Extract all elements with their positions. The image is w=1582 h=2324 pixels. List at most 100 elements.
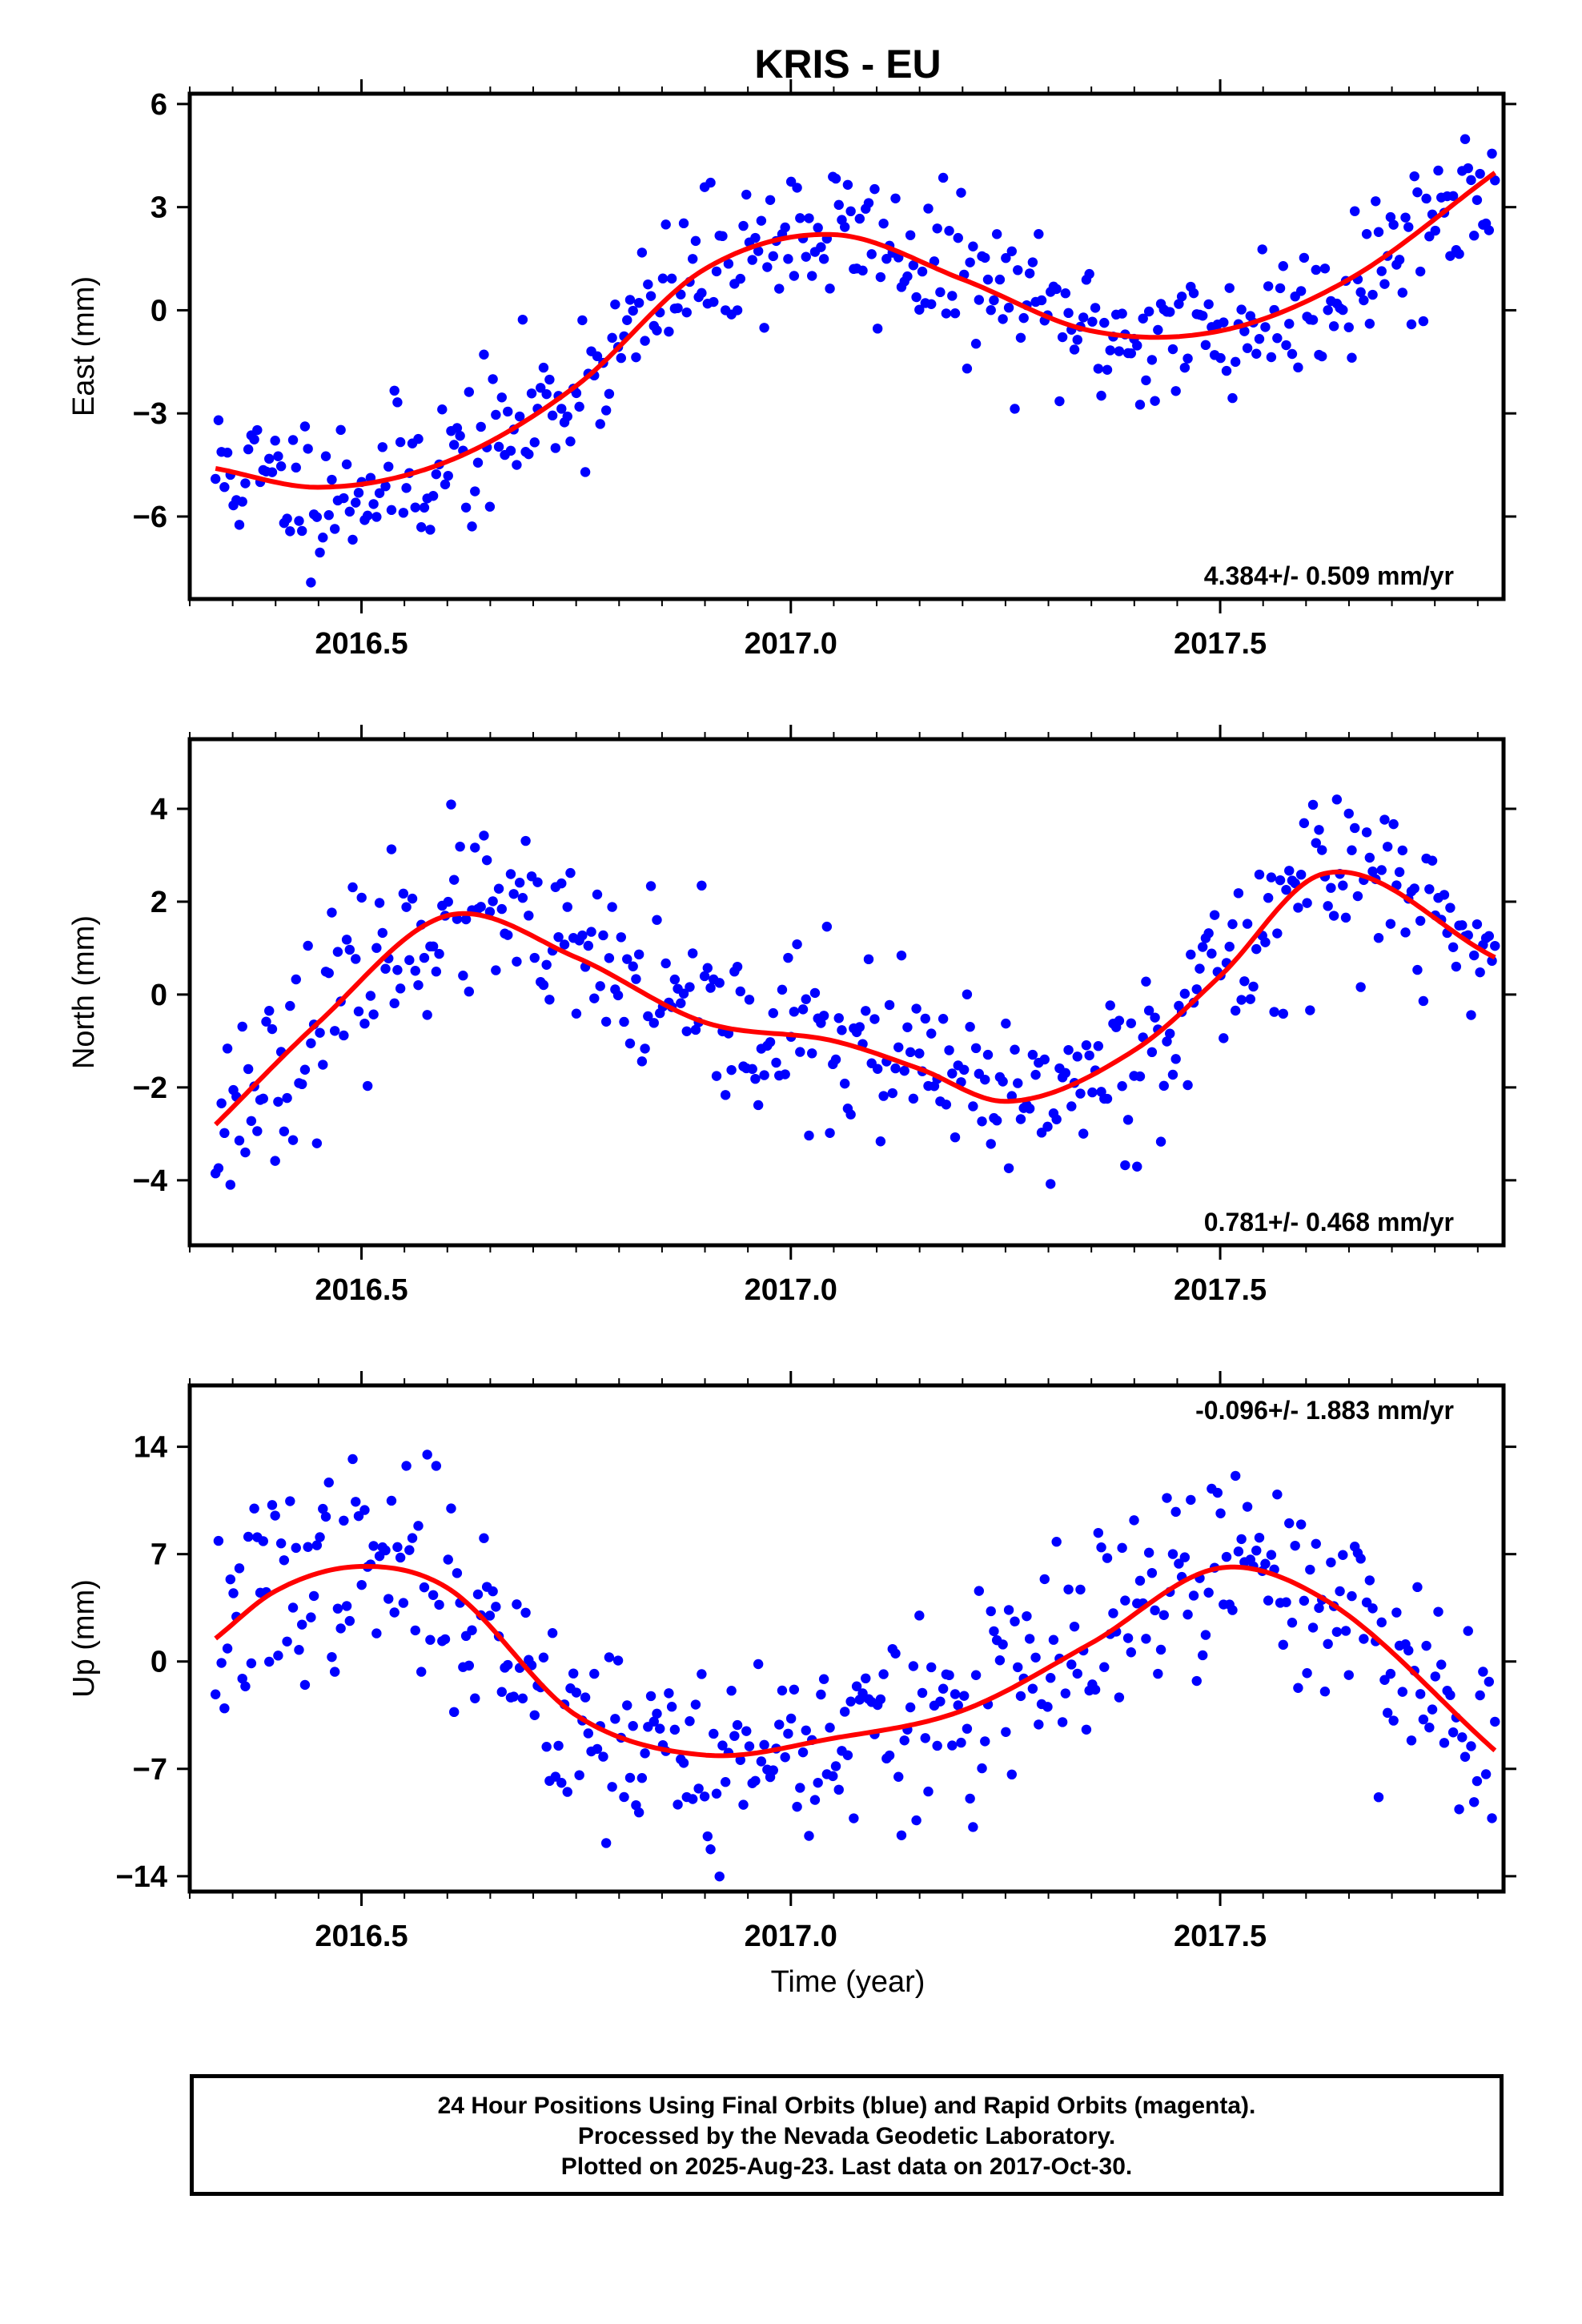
data-point [804,1130,814,1141]
data-point [1010,1044,1020,1055]
data-point [329,1667,340,1677]
data-point [991,229,1002,239]
data-point [1388,1715,1399,1726]
data-point [419,1582,430,1593]
data-point [1051,283,1062,295]
data-point [1114,1015,1125,1026]
data-point [1219,317,1229,328]
data-point [896,1830,907,1840]
data-point [1155,1136,1166,1147]
data-point [571,1008,582,1019]
data-point [714,1871,725,1882]
data-point [1117,1542,1127,1554]
data-point [1349,206,1360,216]
data-point [652,915,662,925]
data-point [398,888,409,899]
data-point [804,213,814,223]
data-point [428,941,439,952]
data-point [830,1761,841,1771]
data-point [413,1521,424,1531]
data-point [392,965,403,975]
y-tick-label: −6 [133,501,167,534]
data-point [1409,883,1419,894]
data-point [1397,287,1407,298]
data-point [446,1503,456,1514]
data-point [1424,1722,1435,1733]
data-point [688,948,698,959]
data-point [222,1643,233,1654]
data-point [756,1756,767,1767]
data-point [681,1026,692,1036]
data-point [1376,266,1387,276]
data-point [622,315,632,325]
data-point [690,235,701,247]
data-point [795,1783,805,1793]
data-point [1051,1536,1062,1547]
data-point [1412,187,1423,198]
data-point [240,478,251,489]
data-point [702,1831,713,1842]
data-point [792,1801,802,1812]
data-point [664,326,674,337]
data-point [285,1000,295,1011]
data-point [624,1038,636,1049]
data-point [491,409,501,420]
data-point [1230,1470,1241,1482]
data-point [1364,1575,1375,1586]
data-point [210,1689,221,1699]
data-point [666,273,677,284]
data-point [297,525,307,537]
data-point [1445,1690,1456,1700]
y-tick-label: −4 [133,1164,167,1198]
data-point [792,939,802,950]
y-tick-label: 2 [151,886,167,919]
data-point [622,1700,632,1711]
data-point [1027,257,1038,267]
data-point [744,1741,755,1751]
data-point [559,939,570,950]
data-point [505,445,516,456]
data-point [297,1619,307,1630]
data-point [655,1723,665,1734]
data-point [275,461,287,472]
data-point [902,1022,913,1032]
data-point [839,1078,850,1089]
data-point [1272,1489,1283,1500]
data-point [1150,1012,1160,1023]
data-point [1227,392,1238,404]
data-point [1138,313,1148,324]
data-point [1132,1161,1142,1172]
data-point [688,254,698,264]
data-point [932,1740,942,1751]
data-point [661,958,671,969]
data-point [1468,231,1480,241]
data-point [1484,225,1495,235]
data-point [1338,880,1348,891]
data-point [631,352,641,363]
data-point [1331,794,1343,805]
data-point [368,1009,379,1019]
data-point [872,1063,883,1074]
data-point [413,433,424,444]
data-point [953,1700,963,1711]
data-point [443,470,453,481]
data-point [344,944,355,955]
data-point [374,898,385,908]
data-point [813,223,823,233]
data-point [911,1003,921,1014]
data-point [1195,963,1205,974]
data-point [574,1770,584,1780]
data-point [950,308,961,319]
data-point [574,401,584,412]
data-point [705,1844,716,1855]
data-point [1170,1054,1181,1064]
data-point [905,1047,916,1058]
data-point [1364,319,1375,329]
data-point [1415,915,1426,927]
data-point [688,1794,698,1804]
data-point [1212,1487,1223,1498]
data-point [1439,890,1450,900]
data-point [1311,838,1321,848]
data-point [783,254,793,264]
data-point [476,421,486,432]
